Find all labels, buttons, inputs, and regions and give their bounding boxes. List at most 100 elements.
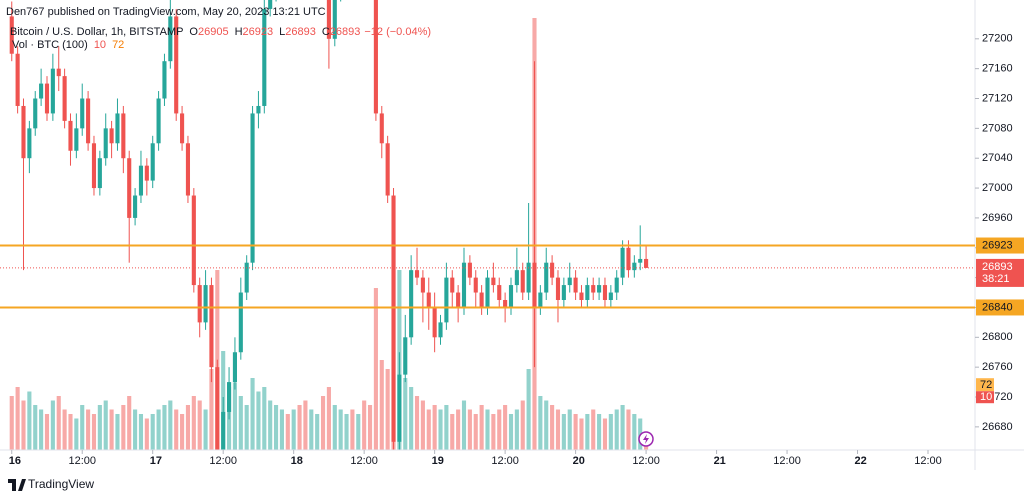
volume-bar <box>450 414 455 450</box>
candle-body <box>221 411 226 450</box>
candle-body <box>514 270 519 286</box>
symbol: Bitcoin / U.S. Dollar, 1h, BITSTAMP <box>10 26 183 38</box>
candle-body <box>150 143 155 181</box>
y-tick-label: 27000 <box>982 182 1013 194</box>
volume-bar <box>9 396 14 450</box>
volume-bar <box>362 400 367 450</box>
y-tick-label: 26760 <box>982 361 1013 373</box>
y-tick-label: 26680 <box>982 421 1013 433</box>
candle-body <box>467 262 472 278</box>
candle-body <box>508 285 514 308</box>
volume-title: Vol · BTC (100) <box>12 39 88 51</box>
volume-bar <box>203 409 208 450</box>
x-tick-label: 18 <box>291 455 303 467</box>
volume-bar <box>256 391 261 450</box>
volume-bar <box>597 414 602 450</box>
candle-body <box>597 285 602 293</box>
volume-bar <box>197 400 202 450</box>
candle-body <box>373 0 378 114</box>
volume-bar <box>403 378 408 450</box>
candle-body <box>567 277 572 286</box>
candle-body <box>626 247 631 271</box>
legend-value: 26905 <box>198 26 229 38</box>
volume-bar <box>121 405 126 450</box>
candle-body <box>215 367 220 450</box>
candle-body <box>326 0 331 39</box>
volume-bar <box>338 409 343 450</box>
candle-body <box>180 113 185 144</box>
candle-body <box>268 0 273 9</box>
volume-bar <box>309 409 314 450</box>
candle-body <box>379 113 384 144</box>
candle-body <box>561 285 566 300</box>
volume-bar <box>426 409 431 450</box>
y-tick-label: 27160 <box>982 63 1013 75</box>
candle-body <box>414 270 420 278</box>
volume-bar <box>526 369 531 450</box>
volume-bar <box>68 414 73 450</box>
candle-body <box>203 285 208 323</box>
candle-body <box>614 277 619 293</box>
volume-bar <box>91 414 97 450</box>
volume-bar <box>297 405 302 450</box>
candle-body <box>473 277 478 293</box>
legend-value: 26893 <box>330 26 361 38</box>
volume-bar <box>262 387 267 450</box>
candle-body <box>532 262 537 308</box>
volume-bar <box>326 387 331 450</box>
candle-body <box>491 277 496 286</box>
candle-body <box>68 120 73 151</box>
volume-bar <box>268 400 273 450</box>
candle-body <box>520 270 525 293</box>
vol-ma-label: 72 <box>980 379 992 391</box>
volume-bar <box>573 414 578 450</box>
volume-bar <box>180 414 185 450</box>
candle-body <box>174 16 179 114</box>
volume-bar <box>409 387 414 450</box>
candle-body <box>232 352 237 383</box>
volume-bar <box>561 414 566 450</box>
volume-bar <box>291 409 296 450</box>
volume-bar <box>103 400 108 450</box>
lightning-bolt <box>643 434 649 444</box>
volume-bar <box>485 409 490 450</box>
volume-bar <box>514 409 519 450</box>
candle-body <box>9 16 14 54</box>
volume-bar <box>344 414 349 450</box>
volume-bar <box>50 400 55 450</box>
volume-bar <box>133 409 138 450</box>
last-price-label: 26893 <box>982 261 1013 273</box>
volume-bar <box>385 369 390 450</box>
candle-body <box>127 158 132 218</box>
candle-body <box>162 61 167 99</box>
candle-body <box>503 300 508 308</box>
candle-body <box>579 292 584 300</box>
volume-bar <box>27 391 32 450</box>
volume-bar <box>538 396 543 450</box>
volume-bar <box>62 409 67 450</box>
volume-bar <box>379 360 384 450</box>
candle-body <box>391 195 396 442</box>
level-price-box <box>976 299 1024 316</box>
volume-bar <box>168 400 173 450</box>
candle-body <box>444 277 449 323</box>
volume-bar <box>15 387 20 450</box>
x-tick-label: 12:00 <box>491 455 519 467</box>
volume-bar <box>156 409 161 450</box>
volume-bar <box>39 409 44 450</box>
volume-bar <box>367 405 373 450</box>
candle-body <box>209 285 214 368</box>
volume-bar <box>456 409 461 450</box>
volume-bar <box>56 396 61 450</box>
published-text: Den767 published on TradingView.com, May… <box>6 6 326 18</box>
x-tick-label: 12:00 <box>350 455 378 467</box>
candle-body <box>15 53 20 106</box>
y-tick-label: 27200 <box>982 33 1013 45</box>
candle-body <box>21 105 26 159</box>
level-price-label: 26840 <box>982 301 1013 313</box>
candle-body <box>39 83 44 99</box>
candle-body <box>432 307 437 338</box>
candle-body <box>86 98 91 144</box>
volume-bar <box>97 405 102 450</box>
candle-body <box>74 128 79 151</box>
